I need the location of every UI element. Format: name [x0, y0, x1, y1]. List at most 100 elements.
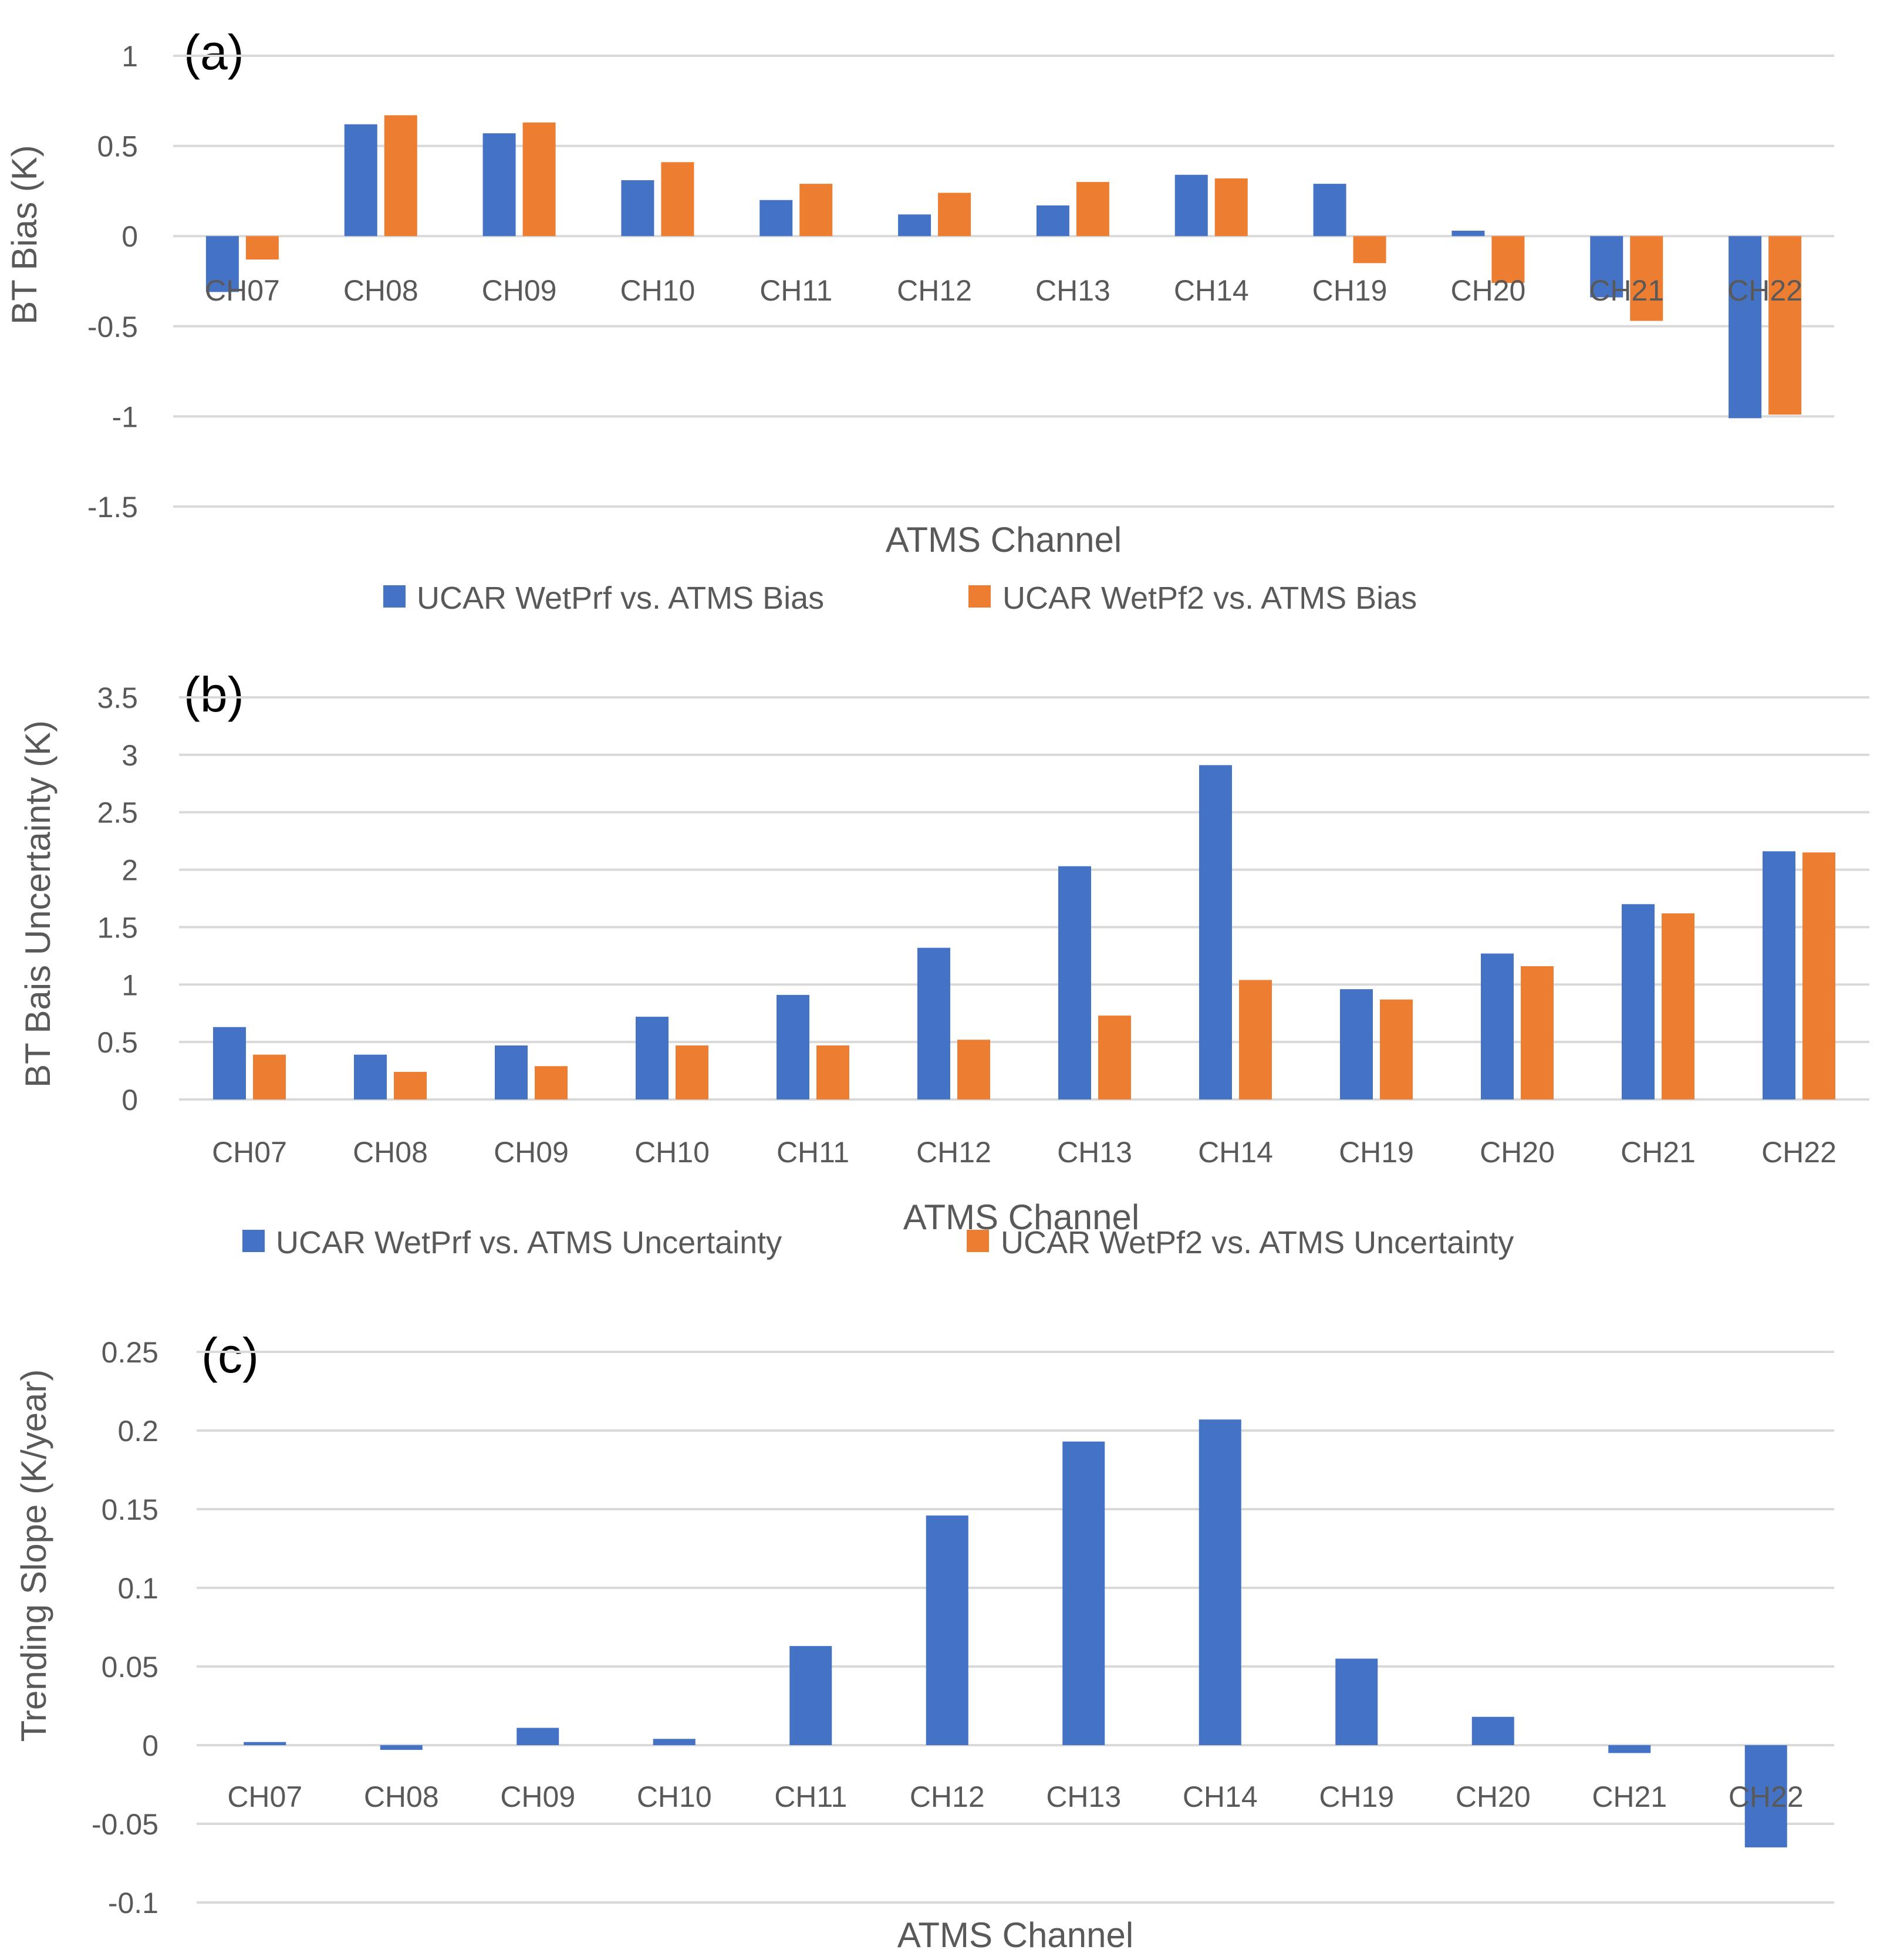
x-tick-label: CH19	[1312, 274, 1388, 307]
panel-a-yticks: 1 0.5 0 -0.5 -1 -1.5	[87, 40, 138, 524]
bar-ch11-series-1	[789, 1646, 832, 1745]
bar-ch14-series-2	[1239, 980, 1272, 1099]
legend-label: UCAR WetPf2 vs. ATMS Uncertainty	[1001, 1225, 1514, 1260]
x-tick-label: CH10	[634, 1136, 710, 1169]
x-tick-label: CH20	[1480, 1136, 1555, 1169]
x-tick-label: CH19	[1319, 1780, 1394, 1813]
y-tick-label: 3	[121, 739, 138, 772]
bar-ch20-series-1	[1471, 1716, 1514, 1745]
bar-ch14-series-2	[1214, 178, 1248, 237]
legend-label: UCAR WetPf2 vs. ATMS Bias	[1002, 581, 1417, 616]
x-tick-label: CH07	[212, 1136, 287, 1169]
x-tick-label: CH20	[1456, 1780, 1531, 1813]
bar-ch07-series-1	[205, 236, 239, 292]
panel-b-label: (b)	[184, 667, 244, 722]
x-tick-label: CH09	[500, 1780, 575, 1813]
bar-ch10-series-1	[636, 1017, 669, 1099]
x-tick-label: CH13	[1046, 1780, 1121, 1813]
y-tick-label: 0	[121, 1084, 138, 1116]
x-tick-label: CH07	[205, 274, 280, 307]
bar-ch11-series-1	[777, 994, 809, 1099]
bar-ch13-series-1	[1036, 205, 1069, 237]
y-tick-label: -0.5	[87, 311, 138, 343]
x-tick-label: CH09	[482, 274, 557, 307]
bar-ch14-series-1	[1199, 765, 1232, 1099]
panel-a: BT Bias (K) ATMS Channel (a) 1 0.5 0 -0.5 -1…	[5, 25, 1834, 616]
y-tick-label: -0.05	[92, 1808, 158, 1841]
y-tick-label: 1	[121, 969, 138, 1001]
y-tick-label: 0.15	[102, 1493, 158, 1526]
bar-ch21-series-2	[1630, 236, 1663, 321]
bar-ch21-series-1	[1622, 904, 1655, 1099]
x-tick-label: CH11	[759, 274, 832, 307]
bar-ch07-series-1	[213, 1027, 246, 1099]
x-tick-label: CH21	[1592, 1780, 1667, 1813]
bar-ch13-series-1	[1058, 866, 1091, 1099]
panel-a-xlabel: ATMS Channel	[886, 520, 1122, 559]
bar-ch09-series-1	[482, 133, 516, 237]
bar-ch20-series-2	[1521, 966, 1554, 1099]
bar-ch07-series-2	[245, 236, 279, 260]
bar-ch08-series-2	[394, 1072, 427, 1099]
bar-ch22-series-2	[1802, 852, 1835, 1099]
bar-ch22-series-1	[1763, 851, 1795, 1099]
y-tick-label: 0	[121, 220, 138, 253]
legend-swatch	[242, 1230, 265, 1252]
panel-b-xticks: CH07 CH08 CH09 CH10 CH11 CH12 CH13 CH14 CH19 CH20…	[212, 1136, 1837, 1169]
bar-ch08-series-1	[354, 1054, 387, 1099]
bar-ch22-series-2	[1768, 236, 1802, 415]
y-tick-label: -1.5	[87, 491, 138, 524]
panel-a-legend: UCAR WetPrf vs. ATMS Bias UCAR WetPf2 vs.…	[383, 581, 1417, 616]
x-tick-label: CH14	[1174, 274, 1249, 307]
bar-ch19-series-1	[1335, 1658, 1378, 1745]
bar-ch22-series-1	[1729, 236, 1762, 419]
bar-ch19-series-1	[1313, 184, 1346, 237]
bar-ch21-series-1	[1590, 236, 1623, 298]
bar-ch08-series-1	[380, 1745, 423, 1750]
bar-ch10-series-1	[653, 1739, 696, 1745]
y-tick-label: -0.1	[108, 1887, 158, 1919]
x-tick-label: CH08	[364, 1780, 439, 1813]
panel-b-xlabel: ATMS Channel	[903, 1197, 1139, 1237]
y-tick-label: 0.05	[102, 1651, 158, 1684]
bar-ch07-series-1	[244, 1742, 286, 1745]
x-tick-label: CH10	[620, 274, 695, 307]
bar-ch08-series-1	[344, 124, 377, 237]
y-tick-label: 0	[142, 1729, 158, 1762]
panel-b-legend: UCAR WetPrf vs. ATMS Uncertainty UCAR Wet…	[242, 1225, 1514, 1260]
y-tick-label: 2	[121, 854, 138, 887]
bar-ch09-series-2	[522, 122, 556, 237]
bar-ch12-series-1	[898, 214, 931, 237]
bar-ch19-series-2	[1380, 999, 1413, 1099]
x-tick-label: CH07	[227, 1780, 302, 1813]
bar-ch09-series-1	[517, 1728, 559, 1745]
panel-c-grid	[197, 1351, 1834, 1904]
y-tick-label: 0.5	[97, 130, 138, 163]
panel-c-yticks: 0.25 0.2 0.15 0.1 0.05 0 -0.05 -0.1	[92, 1336, 158, 1919]
bar-ch13-series-1	[1062, 1441, 1105, 1745]
x-tick-label: CH21	[1621, 1136, 1696, 1169]
panel-c-label: (c)	[201, 1328, 259, 1383]
bar-ch11-series-2	[816, 1045, 849, 1099]
panel-a-xticks: CH07 CH08 CH09 CH10 CH11 CH12 CH13 CH14 CH19 CH20…	[205, 274, 1802, 307]
panel-b-yticks: 3.5 3 2.5 2 1.5 1 0.5 0	[97, 682, 138, 1116]
x-tick-label: CH08	[353, 1136, 428, 1169]
panel-b-grid	[179, 696, 1869, 1101]
bar-ch19-series-1	[1340, 989, 1373, 1099]
bar-ch11-series-1	[759, 200, 793, 237]
y-tick-label: 2.5	[97, 797, 138, 829]
x-tick-label: CH11	[774, 1780, 847, 1813]
bar-ch10-series-1	[621, 180, 654, 237]
x-tick-label: CH21	[1589, 274, 1664, 307]
panel-c-xlabel: ATMS Channel	[897, 1915, 1133, 1955]
x-tick-label: CH20	[1450, 274, 1525, 307]
y-tick-label: 0.5	[97, 1026, 138, 1059]
legend-swatch	[383, 585, 406, 608]
y-tick-label: 1	[121, 40, 138, 73]
bar-ch10-series-2	[676, 1045, 708, 1099]
bar-ch10-series-2	[661, 162, 694, 237]
panel-c-ylabel: Trending Slope (K/year)	[14, 1369, 53, 1742]
bar-ch11-series-2	[799, 184, 833, 237]
x-tick-label: CH12	[916, 1136, 991, 1169]
